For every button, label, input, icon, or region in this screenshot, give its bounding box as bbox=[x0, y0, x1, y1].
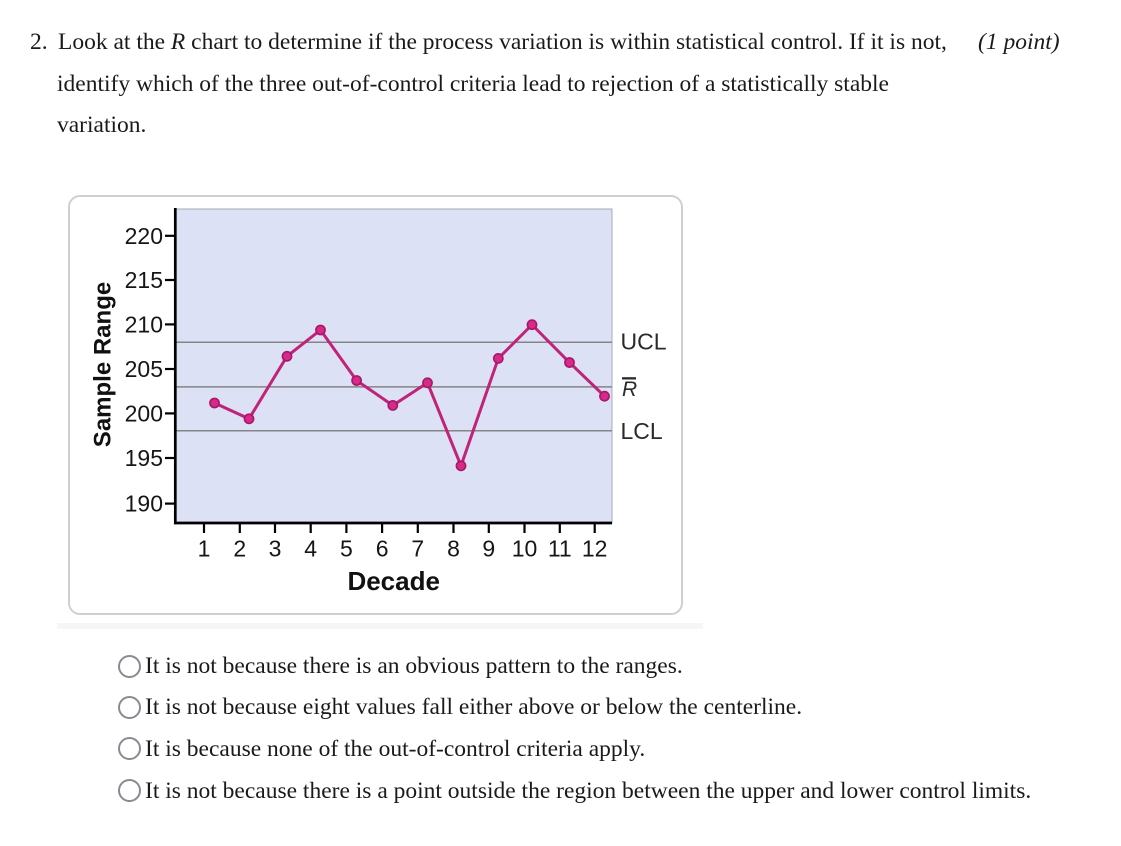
svg-text:1: 1 bbox=[198, 536, 211, 562]
svg-text:11: 11 bbox=[548, 536, 572, 562]
svg-text:220: 220 bbox=[125, 223, 163, 249]
svg-text:205: 205 bbox=[125, 356, 163, 382]
svg-text:8: 8 bbox=[447, 536, 460, 562]
svg-text:6: 6 bbox=[376, 536, 389, 562]
svg-text:2: 2 bbox=[233, 536, 246, 562]
svg-text:215: 215 bbox=[125, 267, 163, 293]
svg-text:4: 4 bbox=[304, 536, 317, 562]
svg-text:210: 210 bbox=[125, 311, 163, 337]
svg-text:UCL: UCL bbox=[621, 329, 667, 355]
svg-text:9: 9 bbox=[482, 536, 495, 562]
svg-text:LCL: LCL bbox=[621, 418, 663, 444]
svg-text:Sample Range: Sample Range bbox=[90, 282, 117, 447]
svg-text:5: 5 bbox=[340, 536, 353, 562]
svg-text:7: 7 bbox=[411, 536, 424, 562]
svg-text:12: 12 bbox=[582, 536, 608, 562]
svg-text:3: 3 bbox=[269, 536, 282, 562]
svg-text:190: 190 bbox=[125, 491, 163, 517]
svg-text:10: 10 bbox=[512, 536, 538, 562]
svg-text:200: 200 bbox=[125, 400, 163, 426]
svg-text:195: 195 bbox=[125, 445, 163, 471]
svg-text:Decade: Decade bbox=[347, 566, 440, 596]
svg-text:R: R bbox=[622, 378, 637, 401]
